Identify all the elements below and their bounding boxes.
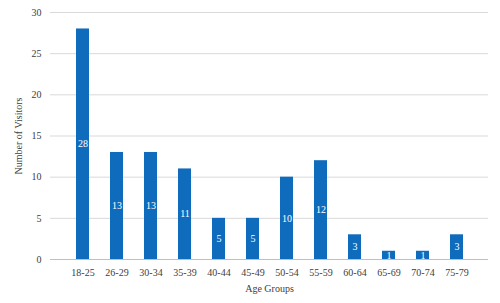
svg-text:3: 3	[455, 241, 460, 252]
svg-text:10: 10	[282, 213, 292, 224]
svg-text:13: 13	[112, 200, 122, 211]
svg-text:26-29: 26-29	[105, 267, 128, 278]
svg-text:Age Groups: Age Groups	[245, 283, 294, 294]
svg-text:70-74: 70-74	[411, 267, 434, 278]
svg-text:40-44: 40-44	[207, 267, 230, 278]
svg-text:45-49: 45-49	[241, 267, 264, 278]
svg-text:3: 3	[353, 241, 358, 252]
svg-text:18-25: 18-25	[71, 267, 94, 278]
svg-text:20: 20	[32, 89, 42, 100]
svg-text:60-64: 60-64	[343, 267, 366, 278]
svg-text:5: 5	[251, 233, 256, 244]
svg-text:1: 1	[387, 250, 392, 261]
svg-text:35-39: 35-39	[173, 267, 196, 278]
svg-text:1: 1	[421, 250, 426, 261]
svg-text:28: 28	[78, 138, 88, 149]
svg-text:5: 5	[217, 233, 222, 244]
svg-text:65-69: 65-69	[377, 267, 400, 278]
svg-text:30: 30	[32, 7, 42, 18]
svg-text:0: 0	[37, 254, 42, 265]
svg-text:55-59: 55-59	[309, 267, 332, 278]
svg-text:11: 11	[180, 208, 190, 219]
svg-text:75-79: 75-79	[445, 267, 468, 278]
svg-text:25: 25	[32, 48, 42, 59]
svg-text:Number of Visitors: Number of Visitors	[13, 97, 24, 174]
svg-text:13: 13	[146, 200, 156, 211]
svg-text:15: 15	[32, 130, 42, 141]
svg-text:10: 10	[32, 171, 42, 182]
svg-text:50-54: 50-54	[275, 267, 298, 278]
svg-text:5: 5	[37, 213, 42, 224]
svg-text:30-34: 30-34	[139, 267, 162, 278]
svg-text:12: 12	[316, 204, 326, 215]
